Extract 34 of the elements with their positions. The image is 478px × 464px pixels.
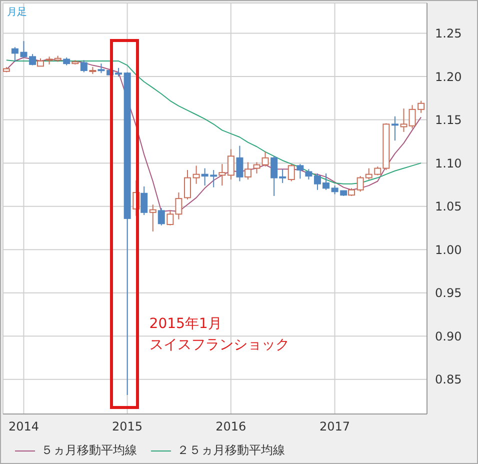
y-tick-label: 1.20 xyxy=(435,70,462,84)
y-tick-label: 1.25 xyxy=(435,26,462,41)
candlestick xyxy=(98,63,105,74)
y-tick-label: 1.10 xyxy=(435,156,462,170)
chart-subtitle: 月足 xyxy=(7,6,27,19)
candlestick xyxy=(296,163,304,180)
candlestick xyxy=(288,163,295,182)
x-tick-label: 2017 xyxy=(319,420,350,434)
y-tick-label: 1.05 xyxy=(435,200,462,214)
y-tick-label: 0.95 xyxy=(435,286,462,300)
y-tick-label: 0.90 xyxy=(435,329,462,344)
y-tick-label: 1.00 xyxy=(435,242,462,257)
candlestick xyxy=(305,168,312,180)
y-tick-label: 1.15 xyxy=(435,113,462,128)
candlestick xyxy=(140,186,148,216)
candlestick xyxy=(158,208,165,226)
candlestick xyxy=(227,148,234,180)
legend-label: ２５ヵ月移動平均線 xyxy=(177,442,285,459)
candlestick xyxy=(262,151,269,168)
candlestick xyxy=(29,54,36,66)
candlestick xyxy=(218,163,226,186)
candlestick xyxy=(149,204,156,232)
y-tick-label: 0.85 xyxy=(435,372,462,387)
candlestick xyxy=(391,116,398,142)
candlestick xyxy=(80,60,88,73)
x-tick-label: 2014 xyxy=(8,420,39,434)
annotation: 2015年1月 xyxy=(149,315,222,334)
annotation: スイスフランショック xyxy=(149,336,290,355)
x-tick-label: 2015 xyxy=(112,420,143,434)
x-tick-label: 2016 xyxy=(216,420,246,434)
candlestick xyxy=(184,169,191,200)
legend-label: ５ヵ月移動平均線 xyxy=(41,442,137,459)
candlestick xyxy=(236,145,244,182)
candlestick xyxy=(192,165,200,184)
